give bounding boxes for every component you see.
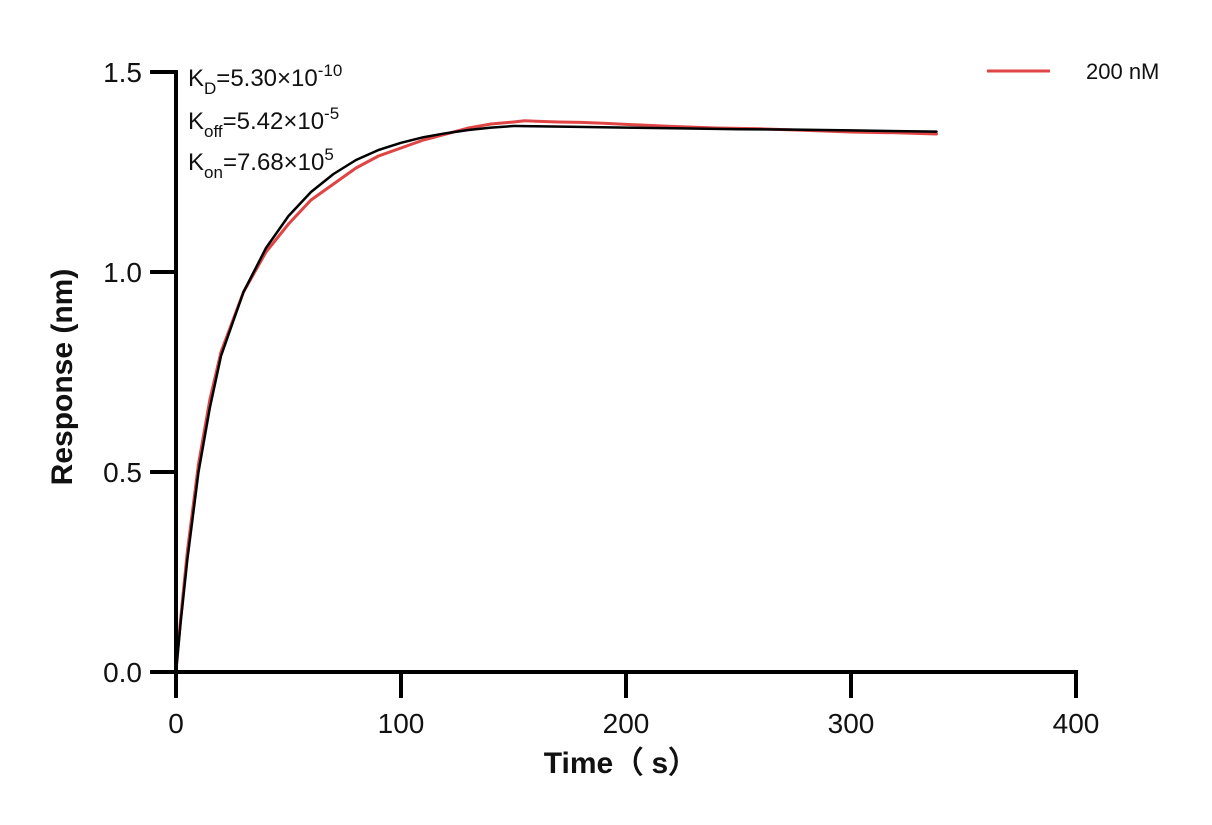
x-tick-label: 300	[828, 708, 875, 739]
series-line-200nm	[174, 119, 938, 674]
legend: 200 nM	[987, 59, 1159, 84]
y-axis: 1.5 1.0 0.5 0.0 Response (nm)	[46, 57, 178, 688]
y-tick-label: 1.0	[103, 257, 142, 288]
x-axis: 0 100 200 300 400 Time（ s）	[168, 670, 1100, 780]
kd-annotation: KD=5.30×10-10	[188, 61, 342, 98]
y-tick-label: 0.0	[103, 657, 142, 688]
y-tick-label: 0.5	[103, 457, 142, 488]
curves	[174, 119, 938, 674]
kon-annotation: Kon=7.68×105	[188, 145, 334, 182]
fit-line	[174, 124, 938, 674]
x-axis-title: Time（ s）	[544, 746, 699, 780]
koff-annotation: Koff=5.42×10-5	[188, 104, 339, 141]
y-tick-label: 1.5	[103, 57, 142, 88]
x-tick-label: 100	[378, 708, 425, 739]
kinetic-constants: KD=5.30×10-10 Koff=5.42×10-5 Kon=7.68×10…	[188, 61, 342, 182]
x-tick-label: 400	[1053, 708, 1100, 739]
y-axis-title: Response (nm)	[46, 269, 79, 486]
legend-label-200nm: 200 nM	[1086, 59, 1159, 84]
x-tick-label: 0	[168, 708, 184, 739]
x-tick-label: 200	[603, 708, 650, 739]
